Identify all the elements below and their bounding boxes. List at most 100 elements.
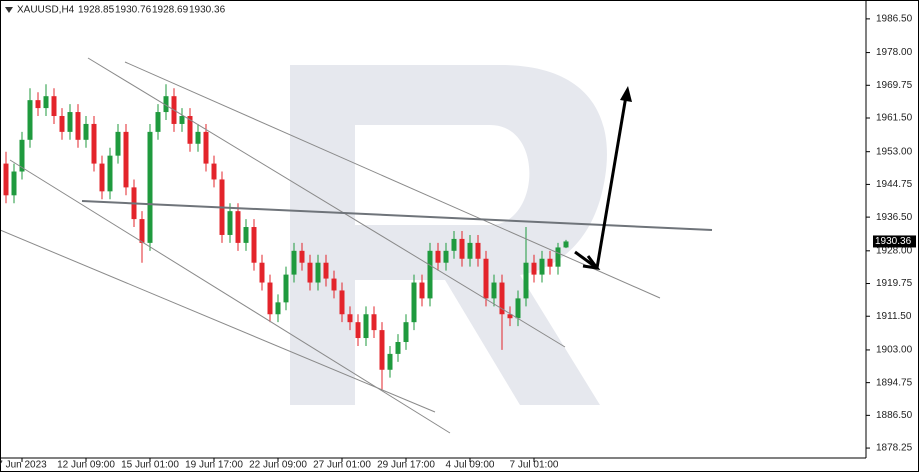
candle-body [347,314,353,323]
y-tick-label: 1903.00 [876,345,913,356]
candle-body [363,314,369,339]
x-tick-label: 27 Jun 01:00 [313,460,371,471]
resistance-line [81,200,713,231]
header-open: 1928.85 [78,5,115,16]
candle-body [155,112,161,132]
candle-body [99,163,105,192]
candle-body [35,100,41,109]
candle-body [75,112,81,140]
x-tick-label: 19 Jun 17:00 [185,460,243,471]
candle-body [411,282,417,323]
candle-body [11,171,17,196]
header-icon [5,7,13,13]
header-close: 1930.36 [189,5,226,16]
candle-body [379,330,385,370]
candle-body [267,282,273,315]
candle-body [139,219,145,243]
candle-body [507,314,513,319]
candle-body [187,116,193,144]
x-tick-label: 22 Jun 09:00 [249,460,307,471]
trendline [87,57,566,348]
y-tick-label: 1878.25 [876,443,913,454]
candle-body [403,322,409,343]
candle-body [123,131,129,188]
candle-body [483,258,489,299]
candle-body [115,131,121,156]
trendline [9,159,451,434]
candle-body [163,96,169,113]
candle-body [539,258,545,275]
candle-body [531,262,537,275]
y-tick-label: 1944.75 [876,179,913,190]
y-tick-label: 1894.75 [876,377,913,388]
trendline [124,61,661,299]
price-box [873,235,916,248]
candle-body [203,131,209,164]
y-tick-label: 1911.50 [876,311,912,322]
y-tick-label: 1961.50 [876,113,913,124]
candle-body [195,131,201,144]
candle-body [475,242,481,259]
candle-body [27,100,33,140]
y-tick-label: 1936.50 [876,212,913,223]
candle-body [19,139,25,172]
candle-body [307,262,313,283]
candle-body [243,227,249,243]
watermark [290,65,607,405]
candle-body [83,123,89,140]
candle-body [395,342,401,354]
candle-body [331,278,337,291]
candle-body [467,242,473,259]
candle-body [371,314,377,331]
candle-body [515,298,521,319]
candle-body [59,116,65,132]
header-high: 1930.76 [115,5,152,16]
candle-body [147,131,153,243]
candle-body [547,258,553,267]
candle-body [227,211,233,235]
symbol-title: XAUUSD,H4 [17,5,75,16]
candle-body [283,274,289,303]
arrow-head [620,86,632,102]
candle-body [387,353,393,370]
candle-body [291,250,297,275]
candle-body [315,262,321,283]
candle-body [459,238,465,259]
candle-body [435,250,441,263]
candle-body [491,282,497,299]
candle-body [275,302,281,315]
y-tick-label: 1953.00 [876,146,913,157]
x-tick-label: 29 Jun 17:00 [377,460,435,471]
candle-body [51,96,57,117]
y-tick-label: 1978.00 [876,47,913,58]
watermark-logo [290,65,607,405]
header-low: 1928.69 [152,5,189,16]
candle-body [523,262,529,299]
candle-body [563,241,569,248]
candle-body [419,282,425,299]
y-tick-label: 1969.75 [876,80,913,91]
drawings [0,57,713,434]
x-tick-label: 15 Jun 01:00 [121,460,179,471]
y-tick-label: 1928.00 [876,245,913,256]
candle-body [427,250,433,299]
trendline [0,229,436,413]
candle-body [67,112,73,132]
candle-body [235,211,241,243]
y-tick-label: 1919.75 [876,278,913,289]
candle-body [323,262,329,279]
candle-body [259,262,265,283]
forecast-arrow [595,95,628,269]
candle-body [3,163,9,196]
candle-body [499,282,505,315]
x-tick-label: 4 Jul 09:00 [446,460,495,471]
y-tick-label: 1986.50 [876,14,913,25]
candle-body [107,155,113,192]
candle-body [251,227,257,263]
candle-body [179,116,185,124]
candle-body [211,163,217,180]
x-tick-label: 7 Jun 2023 [0,460,47,471]
x-tick-label: 12 Jun 09:00 [57,460,115,471]
candle-body [299,250,305,263]
